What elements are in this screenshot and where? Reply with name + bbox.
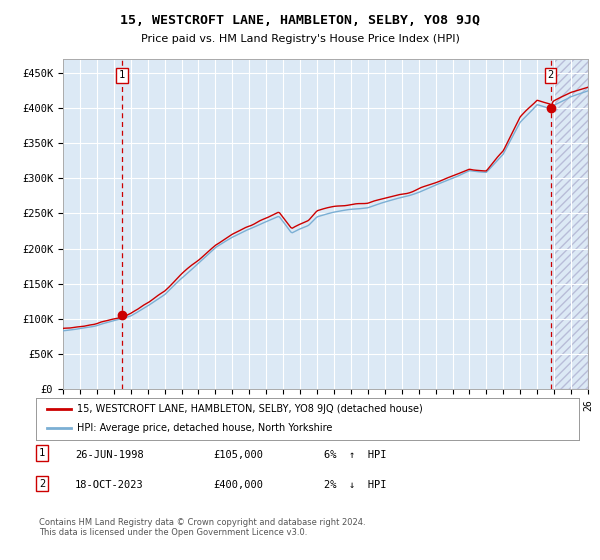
Text: 2%  ↓  HPI: 2% ↓ HPI (324, 480, 386, 491)
Text: 2: 2 (547, 71, 554, 80)
Text: 6%  ↑  HPI: 6% ↑ HPI (324, 450, 386, 460)
Text: 15, WESTCROFT LANE, HAMBLETON, SELBY, YO8 9JQ (detached house): 15, WESTCROFT LANE, HAMBLETON, SELBY, YO… (77, 404, 422, 414)
Bar (554, 59, 588, 389)
Text: Price paid vs. HM Land Registry's House Price Index (HPI): Price paid vs. HM Land Registry's House … (140, 34, 460, 44)
Text: 15, WESTCROFT LANE, HAMBLETON, SELBY, YO8 9JQ: 15, WESTCROFT LANE, HAMBLETON, SELBY, YO… (120, 14, 480, 27)
Text: 2: 2 (39, 479, 45, 489)
Text: HPI: Average price, detached house, North Yorkshire: HPI: Average price, detached house, Nort… (77, 423, 332, 433)
Text: 1: 1 (119, 71, 125, 80)
Text: Contains HM Land Registry data © Crown copyright and database right 2024.
This d: Contains HM Land Registry data © Crown c… (39, 518, 365, 538)
Text: 18-OCT-2023: 18-OCT-2023 (75, 480, 144, 491)
Text: 26-JUN-1998: 26-JUN-1998 (75, 450, 144, 460)
Text: 1: 1 (39, 448, 45, 458)
Text: £105,000: £105,000 (213, 450, 263, 460)
Text: £400,000: £400,000 (213, 480, 263, 491)
